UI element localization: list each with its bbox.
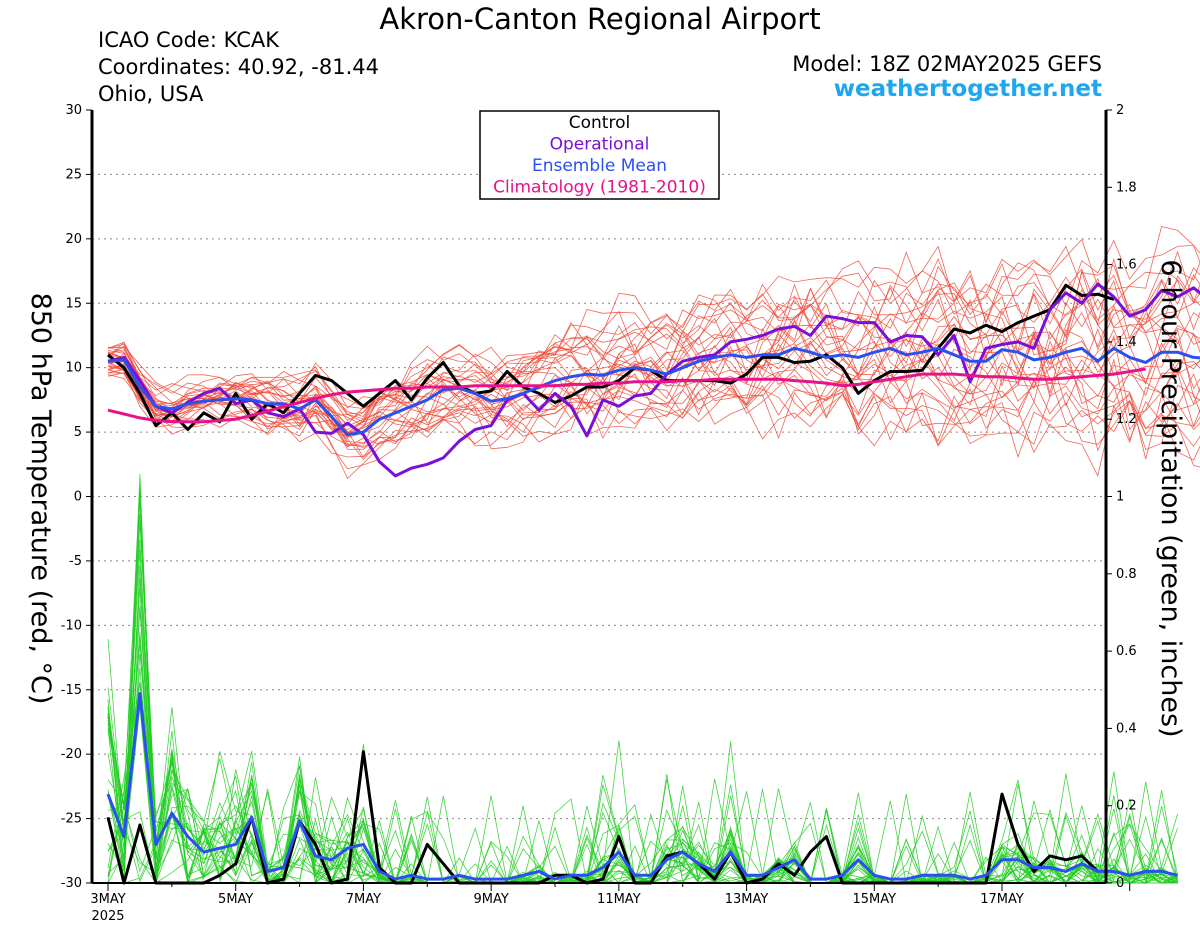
y-tick-label: -20	[61, 747, 82, 762]
precipitation-member-line	[107, 493, 1178, 884]
temperature-member-line	[107, 364, 1200, 477]
y2-tick-label: 1.2	[1116, 412, 1137, 427]
temperature-member-line	[107, 308, 1200, 438]
y-tick-label: -10	[61, 618, 82, 633]
y2-tick-label: 0	[1116, 876, 1124, 891]
y2-tick-label: 0.6	[1116, 644, 1137, 659]
y-tick-label: 20	[65, 232, 82, 247]
temperature-member-line	[107, 328, 1200, 428]
precipitation-member-line	[107, 539, 1178, 884]
precipitation-member-line	[107, 474, 1178, 884]
x-year-label: 2025	[91, 909, 124, 924]
y2-tick-label: 1.4	[1116, 335, 1137, 350]
y2-tick-label: 0.8	[1116, 567, 1137, 582]
ensemble-mean-precipitation-line	[106, 692, 1178, 881]
x-tick-label: 7MAY	[346, 892, 381, 907]
temperature-member-line	[107, 331, 1200, 435]
precipitation-member-line	[107, 606, 1178, 885]
temperature-member-line	[107, 226, 1200, 409]
y-tick-label: 30	[65, 103, 82, 118]
temperature-member-line	[107, 250, 1200, 410]
precipitation-member-line	[107, 565, 1178, 885]
precipitation-member-line	[107, 514, 1178, 885]
temperature-member-line	[107, 269, 1200, 427]
y-tick-label: 25	[65, 167, 82, 182]
precipitation-member-line	[107, 486, 1178, 885]
x-tick-label: 9MAY	[473, 892, 508, 907]
region: Ohio, USA	[98, 82, 204, 106]
temperature-member-line	[107, 245, 1200, 408]
y-tick-label: 5	[74, 425, 82, 440]
x-tick-label: 17MAY	[980, 892, 1024, 907]
temperature-member-line	[107, 361, 1200, 460]
y-tick-label: 15	[65, 296, 82, 311]
temperature-member-line	[107, 320, 1200, 434]
y2-tick-label: 1	[1116, 490, 1124, 505]
precipitation-members	[107, 474, 1178, 885]
legend-item: Operational	[550, 135, 650, 155]
x-tick-label: 11MAY	[597, 892, 641, 907]
icao-code: ICAO Code: KCAK	[98, 28, 279, 52]
y2-tick-label: 2	[1116, 103, 1124, 118]
site-link[interactable]: weathertogether.net	[833, 76, 1102, 102]
temperature-member-line	[107, 361, 1200, 458]
legend-item: Control	[569, 113, 630, 133]
temperature-member-line	[107, 262, 1200, 421]
precipitation-member-line	[107, 521, 1178, 884]
y-tick-label: 10	[65, 361, 82, 376]
temperature-member-line	[107, 360, 1200, 480]
y2-axis-title: 6-hour Precipitation (green, inches)	[1155, 259, 1186, 737]
grid-lines	[92, 173, 1106, 820]
chart-title: Akron-Canton Regional Airport	[379, 2, 821, 36]
operational-temperature-line	[107, 282, 1200, 478]
y2-tick-label: 1.6	[1116, 258, 1137, 273]
ensemble-mean-temperature-line	[107, 346, 1200, 437]
climatology-1981-2010-temperature-line	[107, 367, 1146, 424]
x-tick-label: 13MAY	[725, 892, 769, 907]
temperature-members	[107, 226, 1200, 480]
y2-tick-label: 0.4	[1116, 721, 1137, 736]
y2-tick-label: 1.8	[1116, 180, 1137, 195]
precipitation-member-line	[107, 549, 1178, 884]
y-tick-label: -5	[69, 554, 82, 569]
y-axis-title: 850 hPa Temperature (red, °C)	[25, 293, 56, 705]
y-tick-label: -30	[61, 876, 82, 891]
coordinates: Coordinates: 40.92, -81.44	[98, 55, 379, 79]
precipitation-member-line	[107, 499, 1178, 884]
x-tick-label: 5MAY	[218, 892, 253, 907]
y-tick-label: -15	[61, 683, 82, 698]
model-run: Model: 18Z 02MAY2025 GEFS	[792, 52, 1102, 76]
legend-item: Ensemble Mean	[532, 156, 667, 176]
x-tick-label: 3MAY	[90, 892, 125, 907]
x-tick-label: 15MAY	[852, 892, 896, 907]
y-tick-label: -25	[61, 812, 82, 827]
legend-box	[479, 110, 720, 200]
temperature-member-line	[107, 239, 1200, 415]
y-tick-label: 0	[74, 490, 82, 505]
precipitation-member-line	[107, 488, 1178, 885]
y2-tick-label: 0.2	[1116, 799, 1137, 814]
legend-item: Climatology (1981-2010)	[493, 178, 706, 198]
